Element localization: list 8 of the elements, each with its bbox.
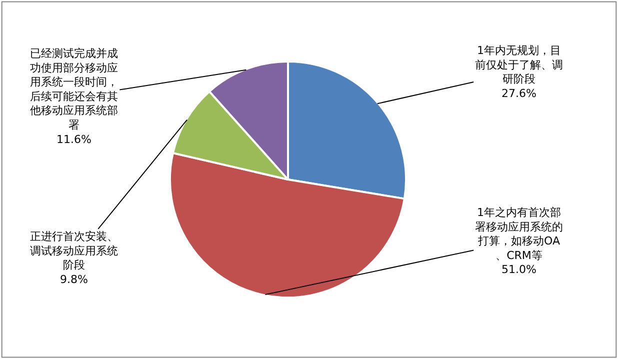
data-label: 9.8% [60,272,88,286]
slice-label: 正进行首次安装、调试移动应用系统阶段 [30,230,118,272]
slice-label: 已经测试完成并成功使用部分移动应用系统一段时间，后续可能还会有其他移动应用系统部署 [30,47,118,132]
slice-label: 1年内无规划，目前仅处于了解、调研阶段 [475,44,563,86]
data-label: 11.6% [56,132,92,146]
data-label: 27.6% [502,86,536,100]
data-label: 51.0% [502,263,536,276]
slice-label: 1年之内有首次部署移动应用系统的打算，如移动OA、CRM等 [475,206,563,262]
